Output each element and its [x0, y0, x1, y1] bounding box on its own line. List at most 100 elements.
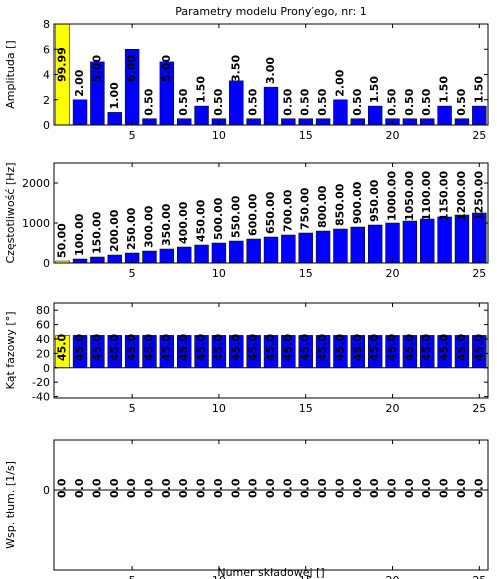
axes-box [53, 302, 489, 399]
value-label: 900.00 [351, 181, 364, 224]
value-label: 45.0 [438, 334, 451, 361]
value-label: 45.0 [316, 334, 329, 361]
x-tick-label: 15 [299, 402, 313, 415]
bar [472, 105, 487, 125]
plot-area [55, 335, 487, 369]
x-tick-label: 15 [299, 129, 313, 142]
value-label: 350.00 [160, 203, 173, 246]
x-tick-label: 10 [212, 267, 226, 280]
bar [333, 99, 348, 125]
value-label: 0.0 [299, 478, 312, 498]
bar [437, 105, 452, 125]
bar [229, 80, 244, 125]
x-tick-label: 25 [472, 267, 486, 280]
value-label: 750.00 [299, 187, 312, 230]
value-label: 1050.00 [403, 171, 416, 221]
bar [402, 220, 418, 263]
bar [263, 86, 279, 125]
bar [159, 248, 175, 263]
y-tick-label: 20 [36, 347, 50, 360]
value-label: 45.0 [472, 334, 485, 361]
x-tick-label: 20 [386, 267, 400, 280]
value-label: 0.50 [455, 88, 468, 115]
value-label: 0.0 [90, 478, 103, 498]
value-label: 45.0 [195, 334, 208, 361]
y-tick-label: 2000 [22, 177, 50, 190]
value-label: 550.00 [229, 195, 242, 238]
bar [177, 118, 192, 125]
value-label: 0.0 [455, 478, 468, 498]
value-label: 0.50 [247, 88, 260, 115]
y-tick-label: 2 [43, 94, 50, 107]
value-label: 1.50 [472, 76, 485, 103]
value-label: 500.00 [212, 197, 225, 240]
value-label: 6.00 [125, 55, 138, 82]
bar [142, 118, 157, 125]
bar [177, 246, 192, 263]
value-label: 45.0 [247, 334, 260, 361]
y-tick-label: 0 [43, 362, 50, 375]
bar [367, 105, 383, 125]
value-label: 0.50 [403, 88, 416, 115]
value-label: 0.0 [56, 478, 69, 498]
value-label: 45.0 [455, 334, 468, 361]
value-label: 850.00 [333, 183, 346, 226]
value-label: 0.50 [212, 88, 225, 115]
bar [72, 258, 88, 263]
x-tick-label: 20 [386, 129, 400, 142]
x-tick-label: 20 [386, 402, 400, 415]
value-label: 1.50 [368, 76, 381, 103]
bar [142, 250, 157, 263]
bar [437, 216, 452, 263]
value-label: 950.00 [368, 179, 381, 222]
value-label: 0.0 [368, 478, 381, 498]
value-label: 0.50 [281, 88, 294, 115]
bar [454, 214, 470, 263]
value-label: 45.0 [177, 334, 190, 361]
x-tick-label: 15 [299, 574, 313, 579]
x-tick-label: 15 [299, 267, 313, 280]
value-label: 45.0 [56, 334, 69, 361]
value-label: 0.0 [438, 478, 451, 498]
value-label: 0.0 [264, 478, 277, 498]
x-tick-label: 20 [386, 574, 400, 579]
bar [263, 236, 279, 263]
value-label: 45.0 [420, 334, 433, 361]
y-tick-label: 0 [43, 257, 50, 270]
y-tick-label: 40 [36, 333, 50, 346]
value-label: 0.0 [195, 478, 208, 498]
axes-box [53, 439, 489, 571]
value-label: 1.50 [195, 76, 208, 103]
value-label: 600.00 [247, 193, 260, 236]
value-label: 1100.00 [420, 171, 433, 221]
value-label: 0.50 [420, 88, 433, 115]
value-label: 5.00 [90, 55, 103, 82]
y-axis-label: Amplituda [] [4, 40, 17, 108]
bar [333, 228, 348, 263]
bar [281, 118, 296, 125]
value-label: 1000.00 [386, 171, 399, 221]
value-label: 0.0 [316, 478, 329, 498]
value-label: 400.00 [177, 201, 190, 244]
value-label: 45.0 [125, 334, 138, 361]
value-label: 45.0 [368, 334, 381, 361]
value-label: 45.0 [264, 334, 277, 361]
value-label: 0.50 [142, 88, 155, 115]
y-tick-label: 1000 [22, 217, 50, 230]
value-label: 45.0 [160, 334, 173, 361]
y-axis-label: Wsp. tłum. [1/s] [4, 461, 17, 549]
bar [246, 118, 261, 125]
value-label: 0.0 [420, 478, 433, 498]
bar [90, 256, 105, 263]
x-axis-label: Numer składowej [] [217, 566, 324, 579]
value-label: 200.00 [108, 209, 121, 252]
value-label: 45.0 [212, 334, 225, 361]
value-label: 1.50 [438, 76, 451, 103]
value-label: 0.0 [212, 478, 225, 498]
value-label: 45.0 [281, 334, 294, 361]
x-tick-label: 10 [212, 129, 226, 142]
value-label: 0.0 [125, 478, 138, 498]
bar [298, 232, 313, 263]
bar [107, 254, 122, 263]
bar [350, 118, 365, 125]
